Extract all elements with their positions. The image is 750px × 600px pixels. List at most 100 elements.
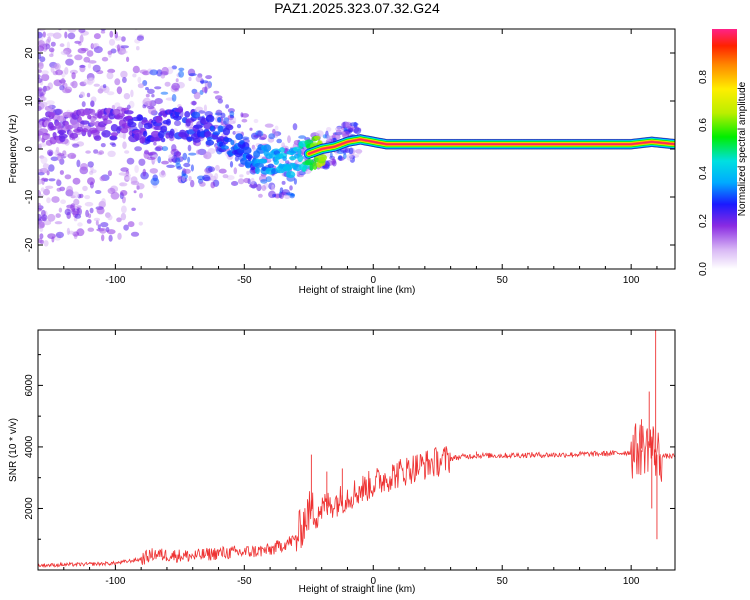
- tone-cell: [76, 126, 84, 132]
- spectrogram-cell: [121, 50, 128, 54]
- spectrogram-cell: [137, 18, 143, 26]
- spectrogram-cell: [93, 33, 101, 40]
- spectrogram-cell: [157, 156, 161, 164]
- spectrogram-cell: [315, 130, 324, 138]
- spectrogram-cell: [44, 16, 50, 24]
- tone-cell: [160, 125, 168, 133]
- spectrogram-cell: [38, 179, 43, 185]
- spectrogram-cell: [201, 86, 208, 93]
- spectrogram-cell: [340, 147, 348, 153]
- spectrogram-cell: [80, 163, 88, 171]
- x-tick-label: 100: [623, 275, 640, 286]
- spectrogram-cell: [126, 157, 135, 165]
- tone-cell: [273, 159, 279, 165]
- tone-cell: [220, 145, 229, 150]
- spectrogram-cell: [268, 133, 276, 140]
- tone-cell: [245, 154, 253, 160]
- spectrogram-cell: [41, 214, 48, 222]
- spectrogram-cell: [39, 167, 49, 174]
- spectrogram-cell: [248, 183, 258, 189]
- tone-cell: [58, 133, 68, 139]
- y-tick-label: 2000: [24, 497, 35, 520]
- spectrogram-cell: [196, 149, 201, 155]
- spectrogram-cell: [36, 21, 41, 27]
- spectrogram-cell: [64, 31, 68, 39]
- spectrogram-cell: [106, 91, 115, 96]
- spectrogram-cell: [87, 213, 92, 219]
- spectrogram-cell: [38, 172, 45, 176]
- tone-cell: [223, 137, 233, 143]
- spectrogram-cell: [89, 18, 94, 21]
- spectrogram-cell: [171, 65, 177, 70]
- spectrogram-cell: [53, 79, 62, 87]
- spectrogram-cell: [59, 11, 67, 17]
- spectrogram-cell: [257, 130, 262, 136]
- spectrogram-cell: [213, 90, 220, 94]
- spectrogram-cell: [85, 23, 92, 28]
- tone-cell: [297, 148, 302, 156]
- x-tick-label: 50: [497, 275, 509, 286]
- spectrogram-cell: [326, 126, 332, 132]
- spectrogram-cell: [147, 156, 156, 161]
- spectrogram-cell: [133, 190, 137, 194]
- spectrogram-cell: [93, 149, 99, 154]
- tone-cell: [263, 144, 272, 152]
- spectrogram-cell: [284, 194, 291, 200]
- spectrogram-cell: [120, 212, 127, 221]
- spectrogram-cell: [67, 152, 77, 159]
- spectrogram-cell: [142, 97, 151, 106]
- spectrogram-cell: [227, 120, 236, 125]
- spectrogram-cell: [108, 19, 116, 27]
- spectrogram-cell: [160, 73, 166, 79]
- spectrogram-cell: [87, 63, 92, 69]
- snr-plot-area: [38, 330, 675, 570]
- spectrogram-cell: [71, 72, 76, 80]
- spectrogram-cell: [106, 229, 116, 235]
- tone-cell: [279, 147, 285, 153]
- spectrogram-cell: [75, 205, 82, 209]
- spectrogram-cell: [111, 104, 116, 110]
- spectrogram-cell: [171, 94, 177, 102]
- spectrogram-cell: [119, 182, 125, 187]
- tone-cell: [254, 162, 264, 168]
- spectrogram-cell: [178, 70, 185, 78]
- spectrogram-cell: [107, 214, 113, 221]
- spectrogram-cell: [50, 41, 56, 47]
- spectrogram-cell: [188, 76, 192, 82]
- spectrogram-cell: [156, 69, 163, 77]
- spectrogram-cell: [181, 176, 186, 182]
- spectrogram-cell: [166, 164, 176, 168]
- spectrogram-cell: [92, 64, 101, 73]
- tone-cell: [314, 135, 321, 141]
- spectrogram-cell: [76, 159, 81, 168]
- spectrogram-cell: [190, 164, 194, 172]
- spectrogram-cell: [78, 14, 86, 19]
- spectrogram-cell: [60, 77, 66, 86]
- spectrogram-cell: [36, 14, 44, 18]
- spectrogram-cell: [38, 208, 42, 212]
- spectrogram-cell: [121, 36, 126, 42]
- spectrogram-y-axis-label: Frequency (Hz): [8, 115, 19, 184]
- spectrogram-cell: [74, 214, 82, 219]
- tone-cell: [242, 146, 252, 155]
- spectrogram-cell: [289, 185, 293, 191]
- tone-cell: [109, 135, 118, 141]
- spectrogram-cell: [107, 150, 116, 157]
- spectrogram-cell: [116, 44, 121, 52]
- spectrogram-cell: [146, 105, 155, 110]
- spectrogram-cell: [240, 136, 250, 140]
- spectrogram-cell: [147, 151, 157, 156]
- spectrogram-cell: [136, 46, 140, 51]
- spectrogram-cell: [78, 29, 86, 33]
- snr-frame: [37, 329, 676, 571]
- spectrogram-cell: [150, 177, 160, 186]
- spectrogram-cell: [159, 171, 167, 178]
- spectrogram-cell: [250, 177, 255, 186]
- tone-cell: [192, 137, 201, 143]
- tone-cell: [154, 136, 162, 142]
- tone-cell: [123, 110, 134, 115]
- spectrogram-cell: [39, 101, 48, 108]
- spectrogram-cell: [137, 76, 142, 84]
- tone-cell: [184, 111, 191, 118]
- tone-cell: [255, 166, 260, 175]
